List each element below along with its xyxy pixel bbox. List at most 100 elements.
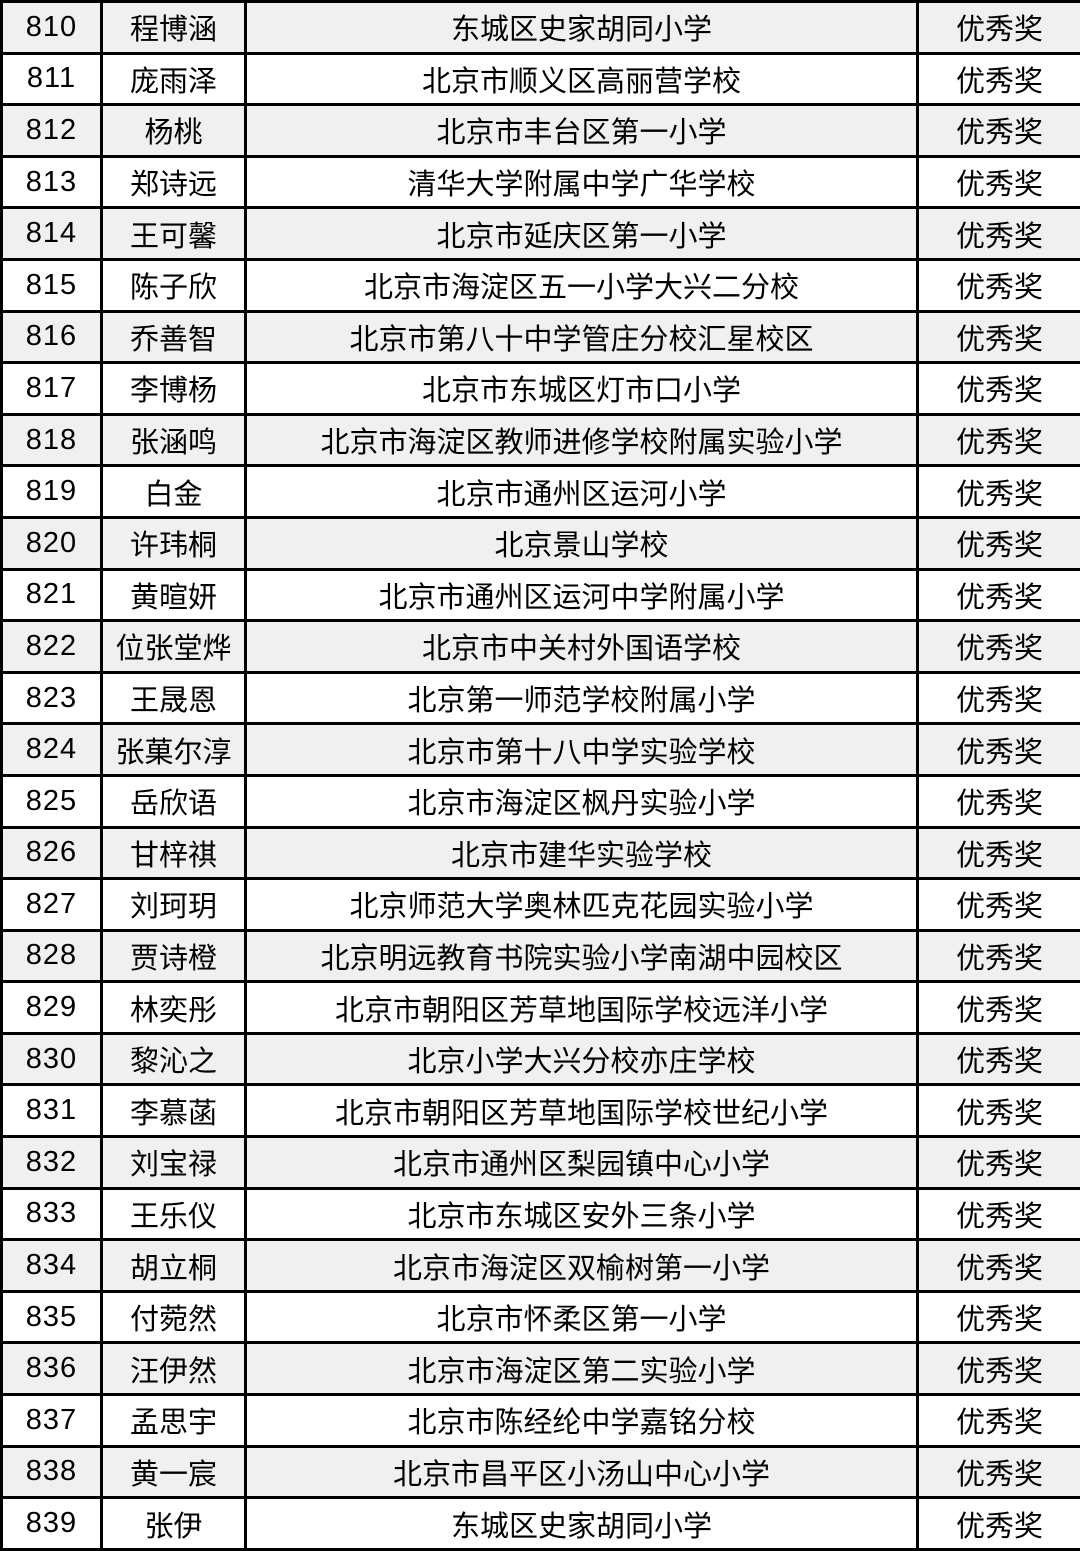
name-cell: 王可馨 xyxy=(102,208,246,260)
rank-cell: 838 xyxy=(2,1446,102,1498)
name-cell: 胡立桐 xyxy=(102,1240,246,1292)
award-cell: 优秀奖 xyxy=(918,879,1080,931)
award-cell: 优秀奖 xyxy=(918,1137,1080,1189)
school-cell: 北京市昌平区小汤山中心小学 xyxy=(246,1446,918,1498)
award-cell: 优秀奖 xyxy=(918,827,1080,879)
name-cell: 孟思宇 xyxy=(102,1395,246,1447)
rank-cell: 825 xyxy=(2,775,102,827)
school-cell: 北京景山学校 xyxy=(246,517,918,569)
table-row: 824 张菓尔淳 北京市第十八中学实验学校 优秀奖 xyxy=(2,724,1080,776)
rank-cell: 832 xyxy=(2,1137,102,1189)
name-cell: 杨桃 xyxy=(102,105,246,157)
award-cell: 优秀奖 xyxy=(918,930,1080,982)
table-row: 828 贾诗橙 北京明远教育书院实验小学南湖中园校区 优秀奖 xyxy=(2,930,1080,982)
school-cell: 北京明远教育书院实验小学南湖中园校区 xyxy=(246,930,918,982)
school-cell: 北京小学大兴分校亦庄学校 xyxy=(246,1033,918,1085)
school-cell: 北京市丰台区第一小学 xyxy=(246,105,918,157)
table-row: 837 孟思宇 北京市陈经纶中学嘉铭分校 优秀奖 xyxy=(2,1395,1080,1447)
school-cell: 北京市东城区安外三条小学 xyxy=(246,1188,918,1240)
school-cell: 北京市海淀区枫丹实验小学 xyxy=(246,775,918,827)
table-row: 810 程博涵 东城区史家胡同小学 优秀奖 xyxy=(2,2,1080,54)
name-cell: 岳欣语 xyxy=(102,775,246,827)
award-cell: 优秀奖 xyxy=(918,1395,1080,1447)
award-cell: 优秀奖 xyxy=(918,1240,1080,1292)
award-cell: 优秀奖 xyxy=(918,672,1080,724)
school-cell: 北京市第八十中学管庄分校汇星校区 xyxy=(246,311,918,363)
name-cell: 付菀然 xyxy=(102,1291,246,1343)
award-cell: 优秀奖 xyxy=(918,259,1080,311)
school-cell: 北京市通州区运河中学附属小学 xyxy=(246,569,918,621)
award-cell: 优秀奖 xyxy=(918,1033,1080,1085)
rank-cell: 817 xyxy=(2,363,102,415)
name-cell: 王晟恩 xyxy=(102,672,246,724)
award-cell: 优秀奖 xyxy=(918,569,1080,621)
school-cell: 北京市海淀区教师进修学校附属实验小学 xyxy=(246,414,918,466)
award-cell: 优秀奖 xyxy=(918,414,1080,466)
table-row: 825 岳欣语 北京市海淀区枫丹实验小学 优秀奖 xyxy=(2,775,1080,827)
name-cell: 贾诗橙 xyxy=(102,930,246,982)
school-cell: 北京市通州区运河小学 xyxy=(246,466,918,518)
table-row: 818 张涵鸣 北京市海淀区教师进修学校附属实验小学 优秀奖 xyxy=(2,414,1080,466)
table-row: 834 胡立桐 北京市海淀区双榆树第一小学 优秀奖 xyxy=(2,1240,1080,1292)
rank-cell: 810 xyxy=(2,2,102,54)
school-cell: 北京市延庆区第一小学 xyxy=(246,208,918,260)
table-row: 812 杨桃 北京市丰台区第一小学 优秀奖 xyxy=(2,105,1080,157)
award-cell: 优秀奖 xyxy=(918,1188,1080,1240)
table-row: 832 刘宝禄 北京市通州区梨园镇中心小学 优秀奖 xyxy=(2,1137,1080,1189)
award-cell: 优秀奖 xyxy=(918,2,1080,54)
table-row: 823 王晟恩 北京第一师范学校附属小学 优秀奖 xyxy=(2,672,1080,724)
award-cell: 优秀奖 xyxy=(918,775,1080,827)
rank-cell: 823 xyxy=(2,672,102,724)
award-cell: 优秀奖 xyxy=(918,363,1080,415)
rank-cell: 824 xyxy=(2,724,102,776)
school-cell: 清华大学附属中学广华学校 xyxy=(246,156,918,208)
table-row: 838 黄一宸 北京市昌平区小汤山中心小学 优秀奖 xyxy=(2,1446,1080,1498)
name-cell: 许玮桐 xyxy=(102,517,246,569)
award-cell: 优秀奖 xyxy=(918,1446,1080,1498)
name-cell: 刘宝禄 xyxy=(102,1137,246,1189)
rank-cell: 819 xyxy=(2,466,102,518)
school-cell: 北京市陈经纶中学嘉铭分校 xyxy=(246,1395,918,1447)
school-cell: 北京市海淀区双榆树第一小学 xyxy=(246,1240,918,1292)
award-cell: 优秀奖 xyxy=(918,1291,1080,1343)
name-cell: 汪伊然 xyxy=(102,1343,246,1395)
award-cell: 优秀奖 xyxy=(918,1498,1080,1550)
award-cell: 优秀奖 xyxy=(918,53,1080,105)
name-cell: 程博涵 xyxy=(102,2,246,54)
name-cell: 林奕彤 xyxy=(102,982,246,1034)
rank-cell: 827 xyxy=(2,879,102,931)
rank-cell: 813 xyxy=(2,156,102,208)
name-cell: 刘珂玥 xyxy=(102,879,246,931)
award-cell: 优秀奖 xyxy=(918,208,1080,260)
school-cell: 北京市怀柔区第一小学 xyxy=(246,1291,918,1343)
rank-cell: 821 xyxy=(2,569,102,621)
table-row: 820 许玮桐 北京景山学校 优秀奖 xyxy=(2,517,1080,569)
table-row: 830 黎沁之 北京小学大兴分校亦庄学校 优秀奖 xyxy=(2,1033,1080,1085)
table-row: 836 汪伊然 北京市海淀区第二实验小学 优秀奖 xyxy=(2,1343,1080,1395)
rank-cell: 839 xyxy=(2,1498,102,1550)
award-cell: 优秀奖 xyxy=(918,724,1080,776)
name-cell: 郑诗远 xyxy=(102,156,246,208)
table-row: 815 陈子欣 北京市海淀区五一小学大兴二分校 优秀奖 xyxy=(2,259,1080,311)
rank-cell: 826 xyxy=(2,827,102,879)
school-cell: 北京市通州区梨园镇中心小学 xyxy=(246,1137,918,1189)
school-cell: 北京市海淀区第二实验小学 xyxy=(246,1343,918,1395)
rank-cell: 831 xyxy=(2,1085,102,1137)
award-cell: 优秀奖 xyxy=(918,156,1080,208)
school-cell: 东城区史家胡同小学 xyxy=(246,1498,918,1550)
rank-cell: 811 xyxy=(2,53,102,105)
award-cell: 优秀奖 xyxy=(918,105,1080,157)
school-cell: 北京师范大学奥林匹克花园实验小学 xyxy=(246,879,918,931)
rank-cell: 830 xyxy=(2,1033,102,1085)
name-cell: 张菓尔淳 xyxy=(102,724,246,776)
table-row: 835 付菀然 北京市怀柔区第一小学 优秀奖 xyxy=(2,1291,1080,1343)
table-row: 813 郑诗远 清华大学附属中学广华学校 优秀奖 xyxy=(2,156,1080,208)
school-cell: 北京市海淀区五一小学大兴二分校 xyxy=(246,259,918,311)
table-row: 817 李博杨 北京市东城区灯市口小学 优秀奖 xyxy=(2,363,1080,415)
school-cell: 北京市第十八中学实验学校 xyxy=(246,724,918,776)
name-cell: 黄一宸 xyxy=(102,1446,246,1498)
award-cell: 优秀奖 xyxy=(918,311,1080,363)
name-cell: 庞雨泽 xyxy=(102,53,246,105)
name-cell: 甘梓祺 xyxy=(102,827,246,879)
